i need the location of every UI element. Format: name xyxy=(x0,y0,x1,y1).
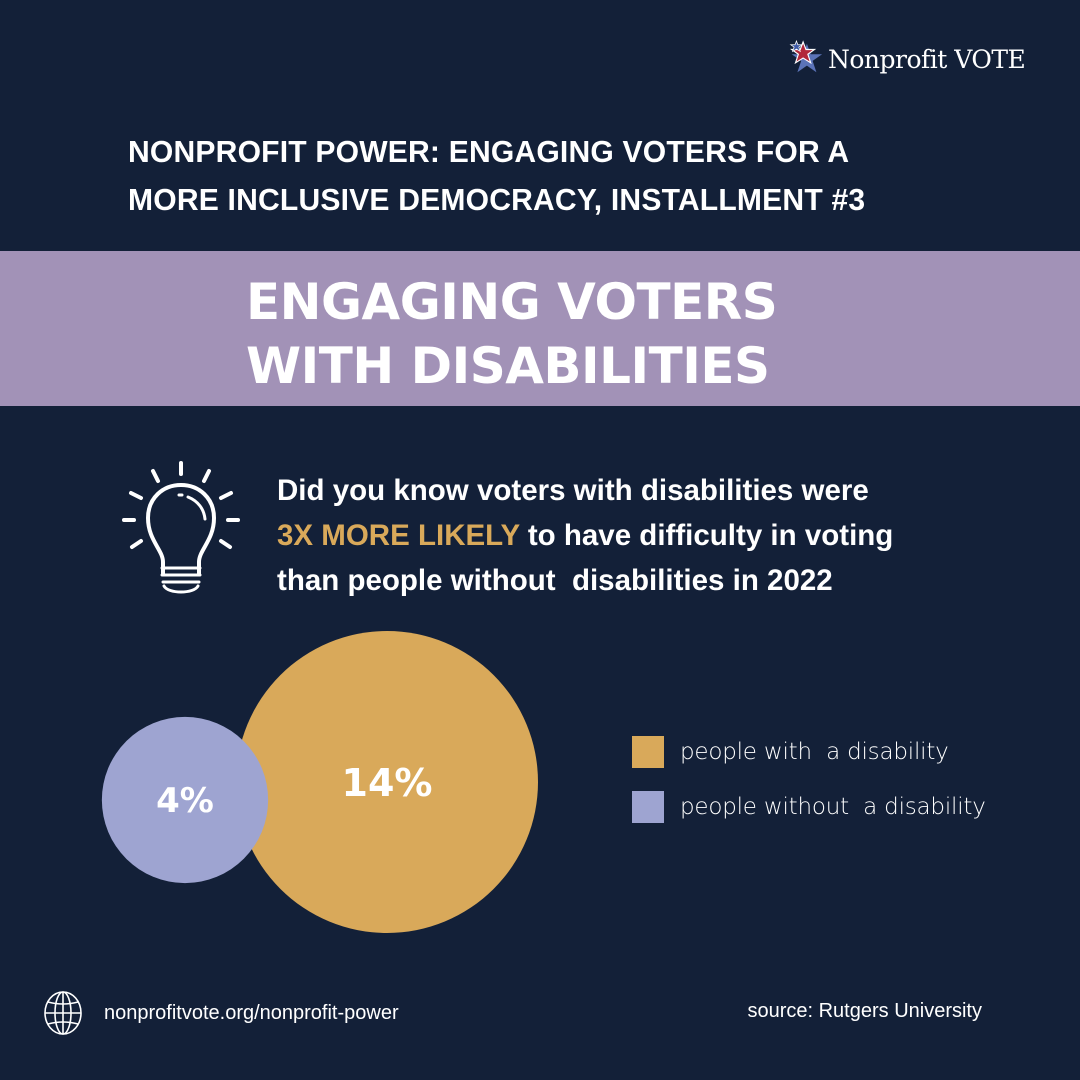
legend-label: people with a disability xyxy=(680,739,949,765)
logo-text: Nonprofit VOTE xyxy=(828,44,1026,74)
page-title-line-2: WITH DISABILITIES xyxy=(246,337,770,395)
series-title-line-1: NONPROFIT POWER: ENGAGING VOTERS FOR A xyxy=(128,134,850,169)
legend-swatch-lavender xyxy=(632,791,664,823)
bubble-label-with-disability: 14% xyxy=(342,761,433,805)
fact-text: Did you know voters with disabilities we… xyxy=(277,468,1067,603)
bubble-label-without-disability: 4% xyxy=(156,781,214,821)
page-title-line-1: ENGAGING VOTERS xyxy=(246,273,778,331)
star-icon xyxy=(789,40,823,73)
legend-item-without-disability: people without a disability xyxy=(632,790,986,824)
source-citation: source: Rutgers University xyxy=(747,1000,982,1022)
lightbulb-icon xyxy=(122,461,240,594)
series-title-line-2: MORE INCLUSIVE DEMOCRACY, INSTALLMENT #3 xyxy=(128,182,866,217)
fact-highlight: 3X MORE LIKELY xyxy=(277,519,520,552)
series-title: NONPROFIT POWER: ENGAGING VOTERS FOR A M… xyxy=(128,128,953,224)
fact-line-3: than people without disabilities in 2022 xyxy=(277,564,833,597)
nonprofit-vote-logo: Nonprofit VOTE xyxy=(786,40,1026,78)
footer-website[interactable]: nonprofitvote.org/nonprofit-power xyxy=(40,990,399,1036)
fact-line-1: Did you know voters with disabilities we… xyxy=(277,474,869,507)
fact-line-2: 3X MORE LIKELY to have difficulty in vot… xyxy=(277,513,1067,558)
legend-label: people without a disability xyxy=(680,794,986,820)
legend-item-with-disability: people with a disability xyxy=(632,735,986,769)
legend-swatch-gold xyxy=(632,736,664,768)
bubble-with-disability xyxy=(236,631,538,933)
globe-icon xyxy=(44,991,82,1035)
bubble-chart: 14% 4% xyxy=(101,631,538,933)
title-band xyxy=(0,251,1080,406)
page-title: ENGAGING VOTERS WITH DISABILITIES xyxy=(246,270,946,398)
website-link[interactable]: nonprofitvote.org/nonprofit-power xyxy=(104,1001,399,1024)
bubble-without-disability xyxy=(101,716,269,884)
fact-line-2-rest: to have difficulty in voting xyxy=(519,519,894,552)
chart-legend: people with a disability people without … xyxy=(632,735,986,845)
